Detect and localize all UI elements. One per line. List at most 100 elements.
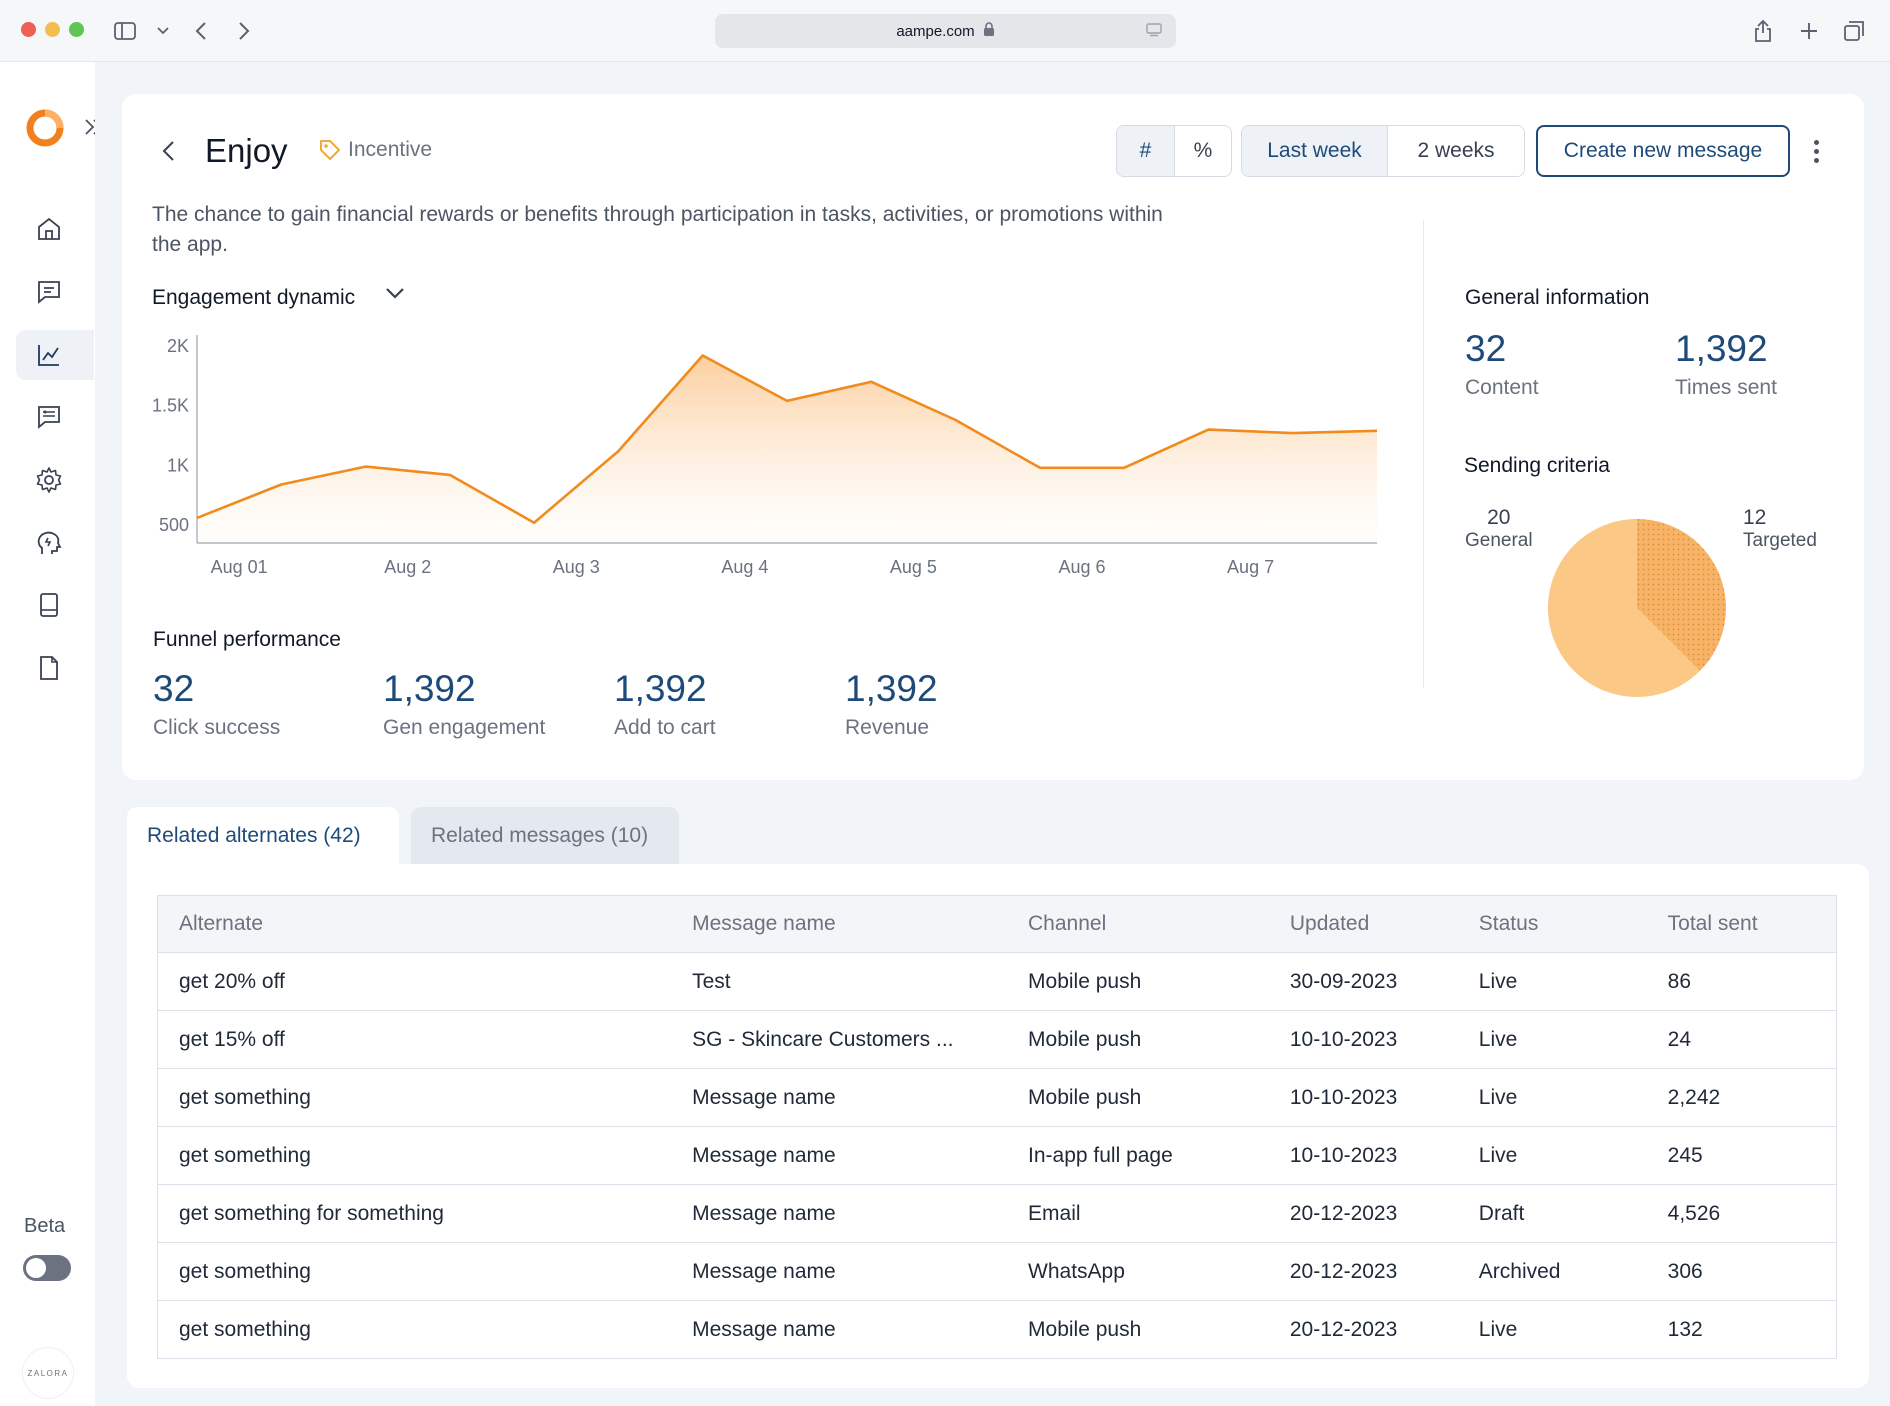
table-row[interactable]: get something Message name WhatsApp 20-1… [157, 1242, 1837, 1301]
cell-total-sent: 306 [1646, 1242, 1837, 1301]
period-toggle: Last week 2 weeks [1241, 125, 1525, 177]
metric-value: 1,392 [845, 668, 938, 709]
column-header-status[interactable]: Status [1457, 895, 1647, 953]
nav-home[interactable] [16, 204, 94, 254]
x-tick-label: Aug 01 [211, 557, 268, 577]
beta-toggle[interactable] [23, 1255, 71, 1281]
cell-alternate: get 15% off [157, 1010, 672, 1069]
close-window-button[interactable] [21, 22, 36, 37]
maximize-window-button[interactable] [69, 22, 84, 37]
cell-total-sent: 4,526 [1646, 1184, 1837, 1243]
metric-label: Click success [153, 716, 281, 739]
nav-insights[interactable] [16, 518, 94, 568]
cell-alternate: get something [179, 1317, 311, 1341]
table-row[interactable]: get something Message name In-app full p… [157, 1126, 1837, 1185]
cell-alternate: get something [157, 1126, 672, 1185]
cell-message-name: SG - Skincare Customers ... [671, 1010, 1008, 1069]
table-row[interactable]: get 15% off SG - Skincare Customers ... … [157, 1010, 1837, 1069]
more-options-icon[interactable] [1804, 134, 1828, 168]
metric-label: Gen engagement [383, 716, 546, 739]
tab-related-messages[interactable]: Related messages (10) [411, 807, 679, 864]
period-two-weeks-button[interactable]: 2 weeks [1387, 126, 1524, 176]
engagement-dropdown-icon[interactable] [384, 286, 406, 305]
column-header-channel[interactable]: Channel [1007, 895, 1269, 953]
metric-value: 32 [1465, 328, 1507, 369]
metric-value: 1,392 [383, 668, 476, 709]
cell-status: Archived [1457, 1242, 1647, 1301]
gear-icon [36, 467, 62, 493]
address-bar[interactable]: aampe.com [715, 14, 1176, 48]
url-text: aampe.com [896, 22, 975, 40]
table-header-row: Alternate Message name Channel Updated S… [157, 895, 1837, 953]
metric-label: Add to cart [614, 716, 716, 739]
cell-channel: WhatsApp [1007, 1242, 1269, 1301]
general-label: General [1465, 530, 1533, 551]
table-row[interactable]: get 20% off Test Mobile push 30-09-2023 … [157, 952, 1837, 1011]
nav-templates[interactable] [16, 392, 94, 442]
browser-toolbar: aampe.com [0, 0, 1890, 62]
general-info-title: General information [1465, 286, 1650, 309]
table-row[interactable]: get something for something Message name… [157, 1184, 1837, 1243]
cell-status: Live [1457, 1068, 1647, 1127]
cell-total-sent: 2,242 [1646, 1068, 1837, 1127]
forward-icon[interactable] [229, 16, 259, 46]
cell-total-sent: 132 [1667, 1317, 1703, 1341]
cell-alternate: get something [157, 1242, 672, 1301]
share-icon[interactable] [1748, 16, 1778, 46]
general-count: 20 [1487, 506, 1511, 529]
minimize-window-button[interactable] [45, 22, 60, 37]
nav-messages[interactable] [16, 267, 94, 317]
cell-status: Live [1457, 952, 1647, 1011]
pie-label-targeted: 12 Targeted [1743, 506, 1817, 552]
cell-total-sent: 24 [1646, 1010, 1837, 1069]
pie-slice-targeted [1637, 519, 1726, 671]
pie-slice-general [1547, 519, 1700, 697]
x-tick-label: Aug 2 [384, 557, 431, 577]
nav-library[interactable] [16, 580, 94, 630]
chevron-down-icon[interactable] [148, 16, 178, 46]
table-row[interactable]: get something Message name Mobile push 1… [157, 1068, 1837, 1127]
tag-label: Incentive [348, 138, 433, 161]
x-tick-label: Aug 4 [721, 557, 768, 577]
table-row[interactable]: get something Message name Mobile push 2… [158, 1301, 1837, 1359]
message-icon [38, 281, 60, 304]
home-icon [38, 217, 60, 240]
targeted-label: Targeted [1743, 530, 1817, 551]
sidebar-toggle-icon[interactable] [110, 16, 140, 46]
engagement-line [196, 354, 1378, 524]
brand-avatar[interactable]: ZALORA [22, 1347, 74, 1399]
tab-overview-icon[interactable] [1839, 16, 1869, 46]
reader-icon[interactable] [1146, 23, 1162, 41]
column-header-alternate[interactable]: Alternate [157, 895, 672, 953]
nav-settings[interactable] [16, 455, 94, 505]
period-last-week-button[interactable]: Last week [1242, 126, 1387, 176]
back-button[interactable] [155, 134, 181, 168]
display-mode-toggle: # % [1116, 125, 1232, 177]
cell-message-name: Message name [671, 1184, 1008, 1243]
cell-message-name: Message name [671, 1068, 1008, 1127]
lock-icon [983, 21, 995, 41]
cell-channel: In-app full page [1007, 1126, 1269, 1185]
nav-documents[interactable] [16, 643, 94, 693]
column-header-message-name[interactable]: Message name [671, 895, 1008, 953]
cell-message-name: Message name [671, 1126, 1008, 1185]
times-sent-count: 1,392 Times sent [1675, 328, 1777, 400]
tab-related-alternates[interactable]: Related alternates (42) [127, 807, 399, 864]
new-tab-icon[interactable] [1794, 16, 1824, 46]
category-tag: Incentive [318, 138, 432, 162]
section-divider [1423, 220, 1424, 688]
chart-line-icon [38, 345, 59, 366]
column-header-total-sent[interactable]: Total sent [1646, 895, 1837, 953]
cell-channel: Mobile push [1028, 1317, 1142, 1341]
count-mode-button[interactable]: # [1117, 126, 1174, 176]
create-new-message-button[interactable]: Create new message [1536, 125, 1790, 177]
funnel-revenue: 1,392 Revenue [845, 668, 938, 740]
back-icon[interactable] [186, 16, 216, 46]
app-logo[interactable] [26, 107, 66, 147]
nav-analytics[interactable] [16, 330, 94, 380]
percent-mode-button[interactable]: % [1174, 126, 1231, 176]
pie-label-general: 20 General [1465, 506, 1533, 552]
cell-status: Live [1457, 1126, 1647, 1185]
beta-label: Beta [24, 1215, 66, 1237]
column-header-updated[interactable]: Updated [1268, 895, 1458, 953]
